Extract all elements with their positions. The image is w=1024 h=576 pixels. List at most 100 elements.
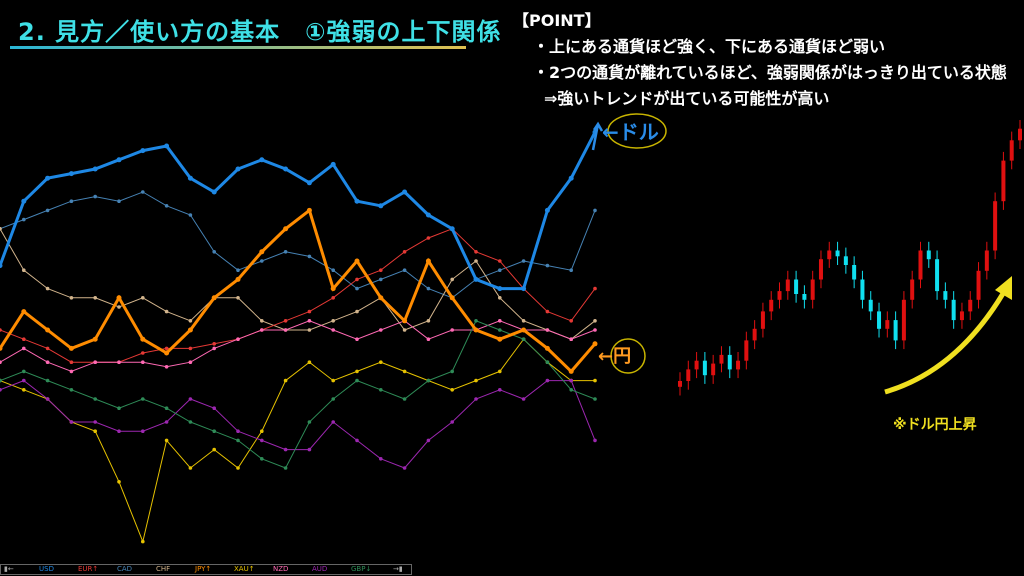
data-point xyxy=(21,309,27,315)
data-point xyxy=(521,327,527,333)
point-bullet: ・2つの通貨が離れているほど、強弱関係がはっきり出ている状態 xyxy=(533,63,1007,82)
data-point xyxy=(378,295,384,301)
legend-item-aud[interactable]: AUD xyxy=(312,565,328,573)
usd-arrow-icon xyxy=(591,121,604,151)
legend-item-xau[interactable]: XAU↑ xyxy=(234,565,255,573)
data-point xyxy=(45,175,51,181)
data-point xyxy=(449,226,455,232)
series-line-gbp xyxy=(0,320,596,469)
data-point xyxy=(544,207,550,213)
data-point xyxy=(259,157,265,163)
data-point xyxy=(141,397,145,401)
data-point xyxy=(45,397,50,401)
data-point xyxy=(0,328,2,332)
legend-bar: ▮← →▮ USD EUR↑ CAD CHF JPY↑ XAU↑ NZD AUD GBP↓ xyxy=(0,564,412,575)
usd-label-ellipse xyxy=(607,113,667,149)
data-point xyxy=(569,337,573,342)
data-point xyxy=(593,438,597,443)
data-point xyxy=(307,360,312,365)
data-point xyxy=(402,268,407,273)
data-point xyxy=(164,438,169,443)
candle-body xyxy=(769,299,774,312)
data-point xyxy=(0,227,2,231)
data-point xyxy=(498,388,502,392)
data-point xyxy=(402,318,408,324)
candle-body xyxy=(893,320,898,341)
data-point xyxy=(331,420,336,424)
data-point xyxy=(474,250,478,254)
series-line-jpy xyxy=(0,207,597,374)
data-point xyxy=(0,345,3,351)
data-point xyxy=(521,319,526,323)
data-point xyxy=(212,346,216,351)
data-point xyxy=(236,466,240,470)
data-point xyxy=(93,360,97,365)
data-point xyxy=(355,277,359,282)
data-point xyxy=(379,268,383,273)
candle-body xyxy=(711,363,716,376)
data-point xyxy=(473,327,479,333)
scroll-right-icon[interactable]: →▮ xyxy=(393,565,403,573)
jpy-label-ellipse xyxy=(610,338,646,374)
data-point xyxy=(212,342,216,346)
data-point xyxy=(379,457,383,461)
data-point xyxy=(379,388,383,392)
data-point xyxy=(283,166,289,172)
data-point xyxy=(68,345,74,351)
candle-body xyxy=(818,259,823,280)
candle-body xyxy=(910,279,915,300)
candle-body xyxy=(984,250,989,271)
data-point xyxy=(45,208,50,213)
legend-item-chf[interactable]: CHF xyxy=(156,565,171,573)
data-point xyxy=(260,457,264,461)
candle-body xyxy=(877,311,882,329)
usdjpy-candlestick-chart xyxy=(678,120,1022,396)
data-point xyxy=(426,438,431,443)
data-point xyxy=(498,328,502,332)
data-point xyxy=(355,337,359,342)
data-point xyxy=(188,420,193,424)
data-point xyxy=(426,319,431,323)
data-point xyxy=(474,378,478,383)
candle-body xyxy=(678,381,682,387)
data-point xyxy=(211,295,217,301)
data-point xyxy=(354,198,360,204)
legend-item-cad[interactable]: CAD xyxy=(117,565,133,573)
legend-item-nzd[interactable]: NZD xyxy=(273,565,289,573)
scroll-left-icon[interactable]: ▮← xyxy=(4,565,14,573)
data-point xyxy=(331,397,336,401)
data-point xyxy=(235,276,241,282)
candle-body xyxy=(1018,128,1022,141)
data-point xyxy=(93,296,97,300)
data-point xyxy=(402,466,407,470)
candle-body xyxy=(827,250,832,260)
candle-body xyxy=(885,320,890,329)
data-point xyxy=(593,378,597,383)
data-point xyxy=(307,254,312,259)
data-point xyxy=(0,378,2,383)
legend-item-usd[interactable]: USD xyxy=(39,565,54,573)
data-point xyxy=(331,319,336,323)
candle-body xyxy=(959,311,964,321)
data-point xyxy=(69,420,74,424)
legend-item-gbp[interactable]: GBP↓ xyxy=(351,565,372,573)
data-point xyxy=(450,388,455,392)
legend-item-eur[interactable]: EUR↑ xyxy=(78,565,99,573)
data-point xyxy=(92,166,98,172)
candle-body xyxy=(752,328,757,341)
data-point xyxy=(498,268,502,273)
data-point xyxy=(187,327,193,333)
data-point xyxy=(22,268,26,273)
data-point xyxy=(330,161,336,167)
data-point xyxy=(498,319,502,323)
data-point xyxy=(69,360,74,365)
data-point xyxy=(569,319,573,323)
data-point xyxy=(21,198,27,204)
data-point xyxy=(141,429,145,434)
data-point xyxy=(592,341,598,347)
data-point xyxy=(164,406,169,411)
yellow-curved-arrow-icon xyxy=(884,283,1011,395)
data-point xyxy=(498,296,502,300)
legend-item-jpy[interactable]: JPY↑ xyxy=(195,565,212,573)
data-point xyxy=(425,212,431,218)
